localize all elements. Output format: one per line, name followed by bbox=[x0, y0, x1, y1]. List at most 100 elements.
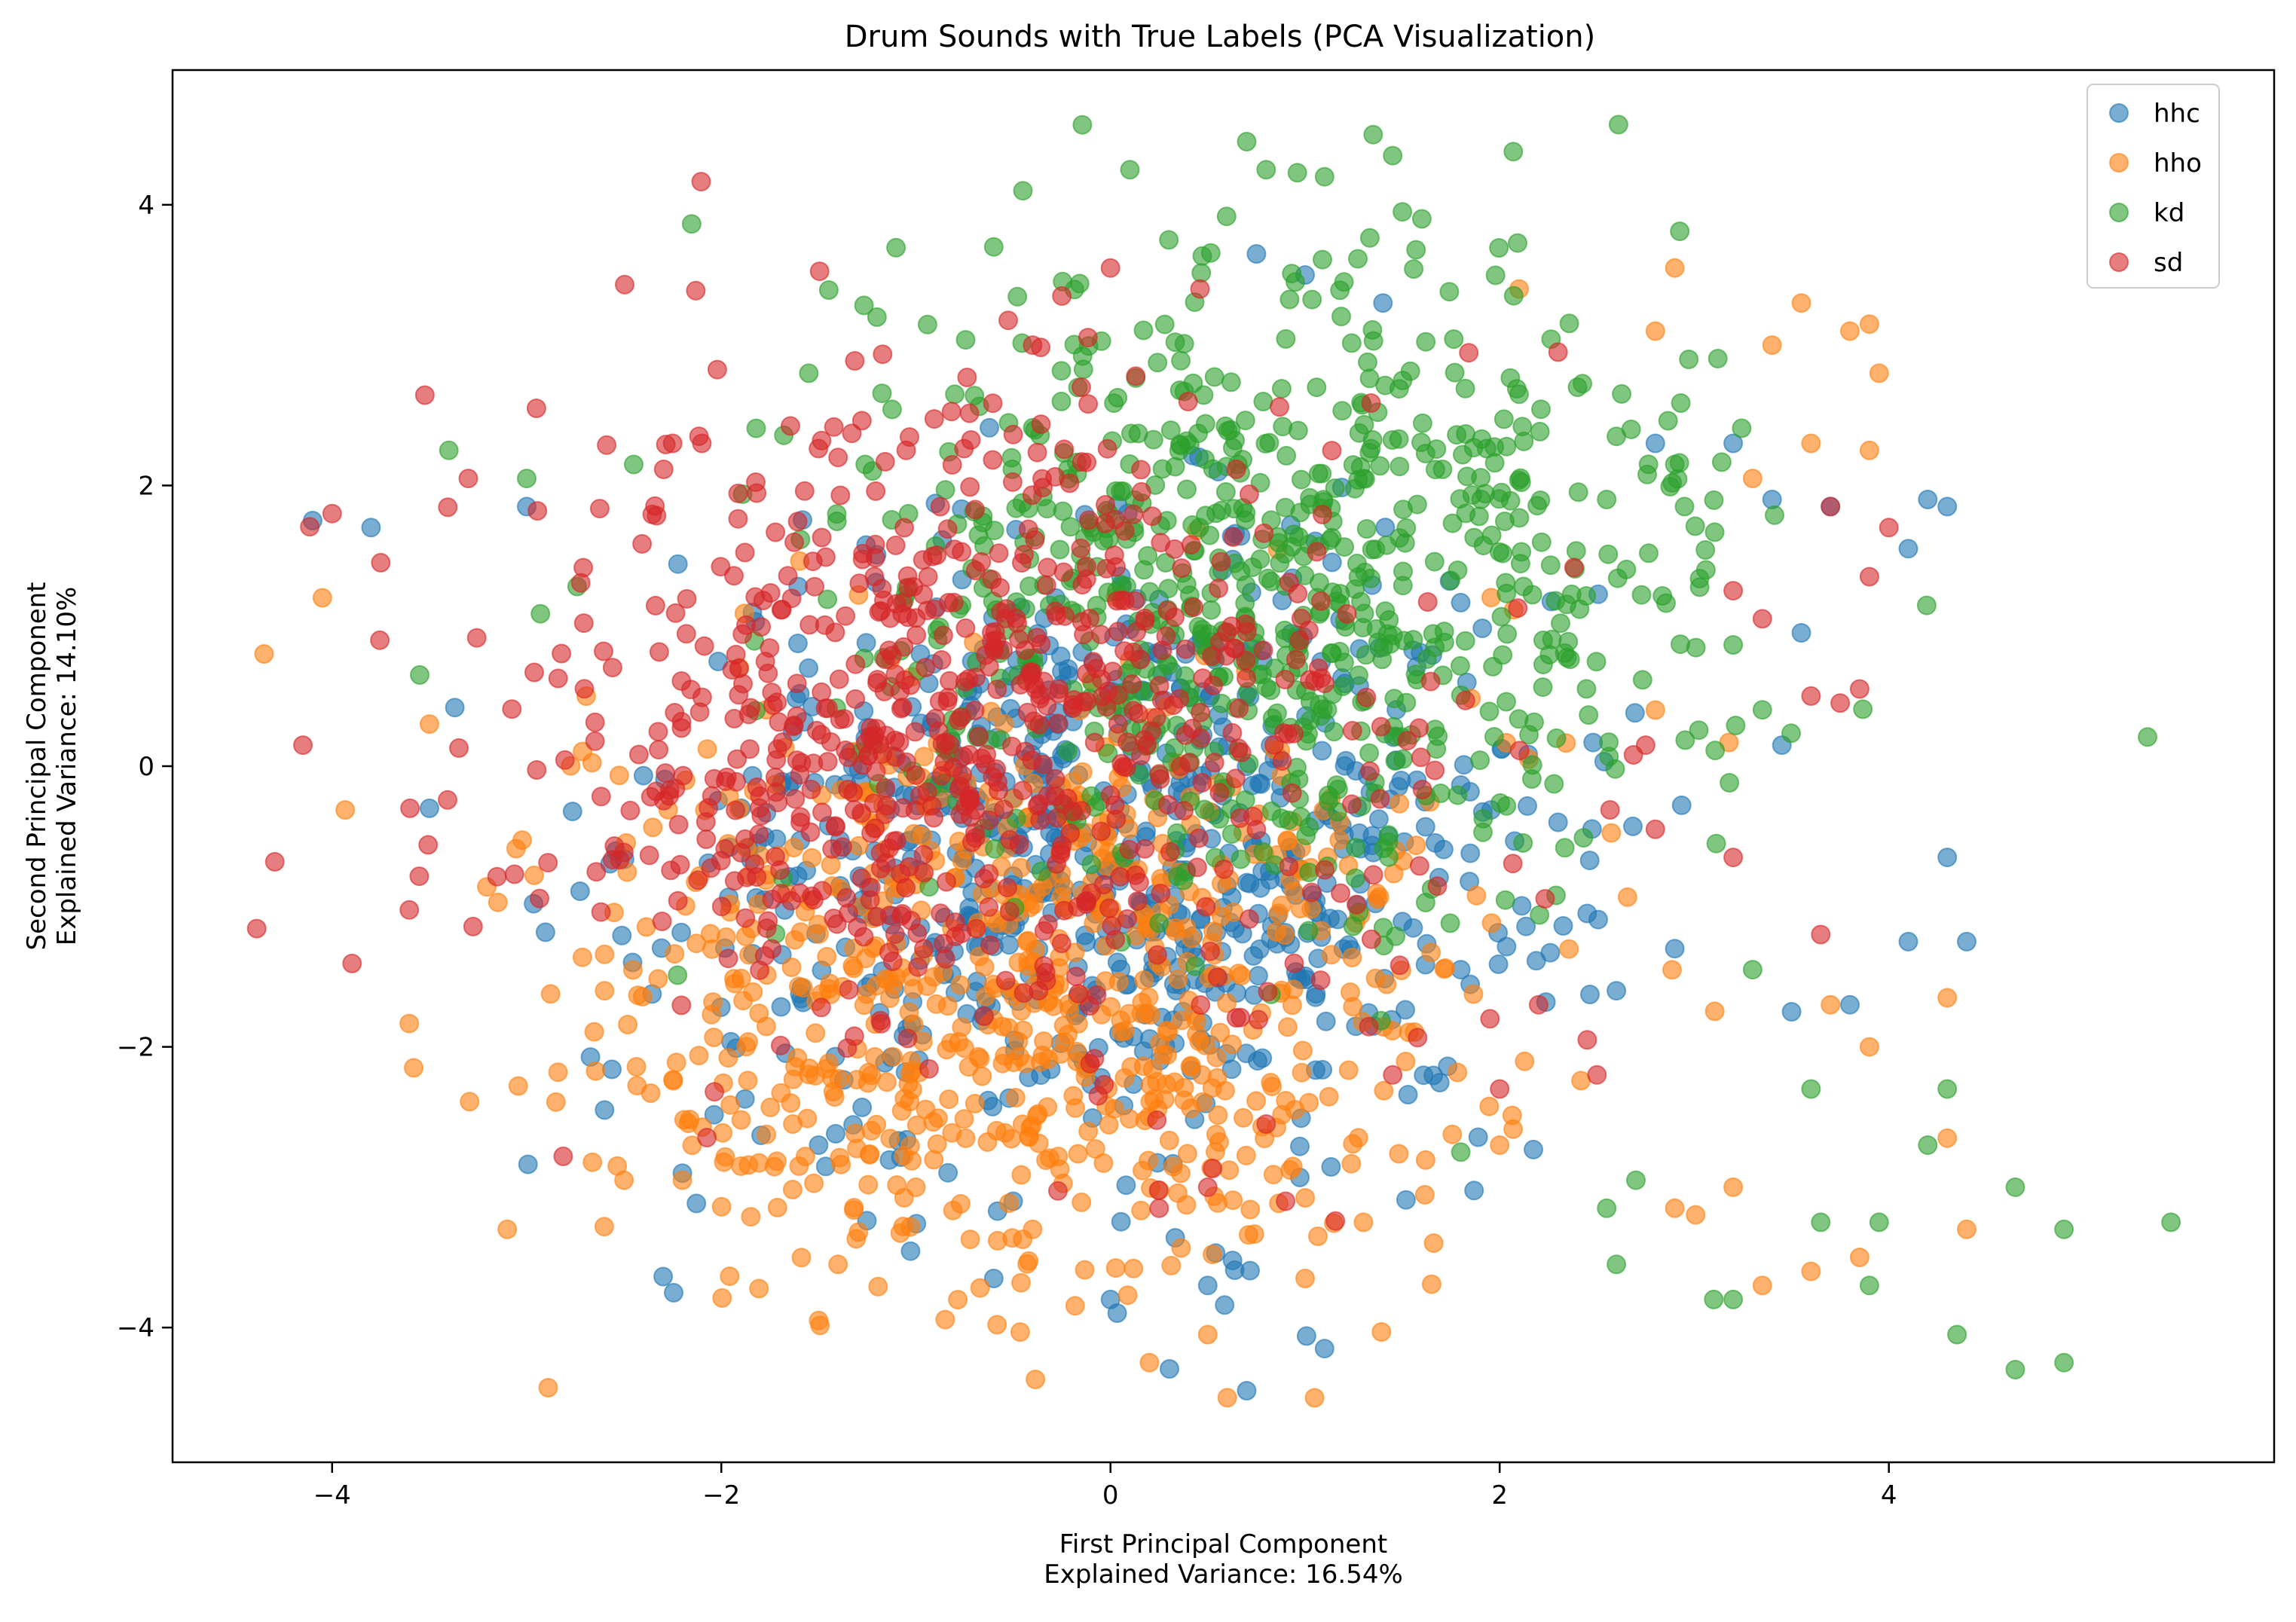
scatter-point-hho bbox=[488, 892, 508, 912]
scatter-point-sd bbox=[1174, 801, 1194, 820]
scatter-point-hho bbox=[1036, 1150, 1056, 1171]
scatter-point-sd bbox=[1331, 883, 1350, 903]
scatter-point-kd bbox=[1510, 554, 1530, 574]
scatter-point-sd bbox=[913, 845, 934, 865]
scatter-point-sd bbox=[1342, 720, 1362, 741]
scatter-point-sd bbox=[553, 1146, 573, 1166]
scatter-point-kd bbox=[1463, 438, 1484, 458]
scatter-point-kd bbox=[882, 399, 902, 420]
scatter-point-kd bbox=[1149, 913, 1169, 933]
scatter-point-sd bbox=[399, 900, 420, 920]
scatter-point-kd bbox=[1626, 1170, 1646, 1190]
scatter-point-hho bbox=[999, 1193, 1019, 1214]
scatter-point-sd bbox=[648, 722, 668, 742]
scatter-point-hho bbox=[1859, 314, 1879, 334]
scatter-point-sd bbox=[1127, 622, 1147, 642]
scatter-point-kd bbox=[1160, 420, 1181, 441]
scatter-point-kd bbox=[1221, 372, 1241, 393]
scatter-point-kd bbox=[1332, 401, 1353, 421]
scatter-point-sd bbox=[591, 787, 611, 807]
legend-marker bbox=[2109, 153, 2129, 173]
scatter-point-kd bbox=[1444, 329, 1464, 350]
scatter-point-sd bbox=[702, 786, 722, 806]
scatter-point-hho bbox=[1274, 925, 1295, 945]
legend-item-hho: hho bbox=[2109, 148, 2202, 179]
scatter-point-sd bbox=[1223, 527, 1243, 547]
x-tick-label: 2 bbox=[1491, 1480, 1508, 1511]
scatter-point-hho bbox=[1752, 1275, 1772, 1296]
y-tick-label: 2 bbox=[138, 471, 154, 501]
scatter-point-hho bbox=[1203, 921, 1223, 942]
scatter-point-kd bbox=[1723, 1289, 1744, 1309]
scatter-point-kd bbox=[854, 295, 874, 316]
scatter-point-kd bbox=[1742, 960, 1763, 980]
scatter-point-sd bbox=[891, 698, 911, 719]
scatter-point-kd bbox=[1154, 314, 1175, 334]
scatter-point-sd bbox=[864, 567, 885, 587]
scatter-point-sd bbox=[1096, 558, 1117, 579]
scatter-point-hho bbox=[760, 1097, 781, 1117]
scatter-point-kd bbox=[1450, 489, 1470, 509]
scatter-point-hhc bbox=[1248, 1051, 1267, 1071]
scatter-point-hho bbox=[508, 1076, 528, 1096]
scatter-point-kd bbox=[818, 280, 839, 300]
scatter-point-sd bbox=[800, 822, 821, 842]
scatter-point-hhc bbox=[1373, 293, 1393, 313]
y-tick-label: −4 bbox=[117, 1313, 154, 1343]
scatter-point-kd bbox=[1557, 647, 1577, 667]
scatter-point-sd bbox=[995, 970, 1016, 991]
scatter-point-sd bbox=[785, 789, 806, 809]
scatter-point-kd bbox=[1120, 423, 1141, 444]
scatter-point-sd bbox=[842, 423, 862, 444]
scatter-point-kd bbox=[1679, 350, 1699, 369]
scatter-point-sd bbox=[711, 557, 731, 577]
scatter-point-sd bbox=[787, 706, 807, 726]
scatter-point-sd bbox=[711, 897, 732, 917]
scatter-point-kd bbox=[1113, 481, 1133, 501]
scatter-point-hho bbox=[1159, 1130, 1179, 1150]
scatter-point-hhc bbox=[704, 1104, 724, 1125]
scatter-point-hho bbox=[1849, 1248, 1870, 1267]
scatter-point-sd bbox=[652, 912, 672, 931]
scatter-point-kd bbox=[1568, 482, 1588, 502]
scatter-point-sd bbox=[574, 679, 595, 699]
scatter-point-sd bbox=[1078, 328, 1098, 348]
scatter-point-hho bbox=[609, 765, 629, 786]
scatter-point-hhc bbox=[1237, 872, 1257, 893]
scatter-point-sd bbox=[1411, 747, 1431, 768]
scatter-point-sd bbox=[1535, 889, 1555, 909]
scatter-point-sd bbox=[906, 625, 927, 645]
scatter-point-hho bbox=[1038, 1049, 1059, 1069]
scatter-point-sd bbox=[760, 638, 780, 658]
scatter-point-sd bbox=[1623, 745, 1643, 765]
scatter-point-kd bbox=[1511, 472, 1531, 493]
scatter-point-sd bbox=[741, 698, 761, 718]
scatter-point-sd bbox=[264, 851, 285, 872]
scatter-point-kd bbox=[746, 418, 766, 438]
scatter-point-hho bbox=[1011, 1272, 1031, 1293]
scatter-point-sd bbox=[1062, 802, 1083, 822]
scatter-point-kd bbox=[1177, 479, 1197, 499]
scatter-point-sd bbox=[1310, 970, 1331, 991]
scatter-point-sd bbox=[1038, 786, 1058, 806]
scatter-point-hhc bbox=[562, 802, 582, 822]
scatter-point-hho bbox=[804, 1173, 824, 1193]
scatter-point-hho bbox=[858, 1073, 878, 1093]
scatter-point-sd bbox=[1361, 393, 1381, 413]
scatter-point-hho bbox=[1228, 964, 1249, 984]
scatter-point-sd bbox=[1322, 441, 1342, 461]
scatter-point-kd bbox=[1597, 490, 1617, 509]
scatter-point-sd bbox=[718, 948, 738, 969]
scatter-point-sd bbox=[1417, 592, 1438, 612]
scatter-point-hho bbox=[987, 913, 1007, 933]
scatter-point-kd bbox=[2054, 1352, 2074, 1373]
scatter-point-hho bbox=[546, 1092, 566, 1112]
scatter-point-kd bbox=[1291, 807, 1311, 827]
scatter-point-sd bbox=[1197, 1177, 1218, 1197]
scatter-point-kd bbox=[1639, 543, 1659, 564]
scatter-point-hho bbox=[1481, 913, 1502, 933]
scatter-point-sd bbox=[1151, 533, 1171, 553]
scatter-point-sd bbox=[805, 576, 825, 597]
scatter-point-sd bbox=[762, 683, 782, 703]
scatter-point-sd bbox=[1048, 1181, 1068, 1201]
